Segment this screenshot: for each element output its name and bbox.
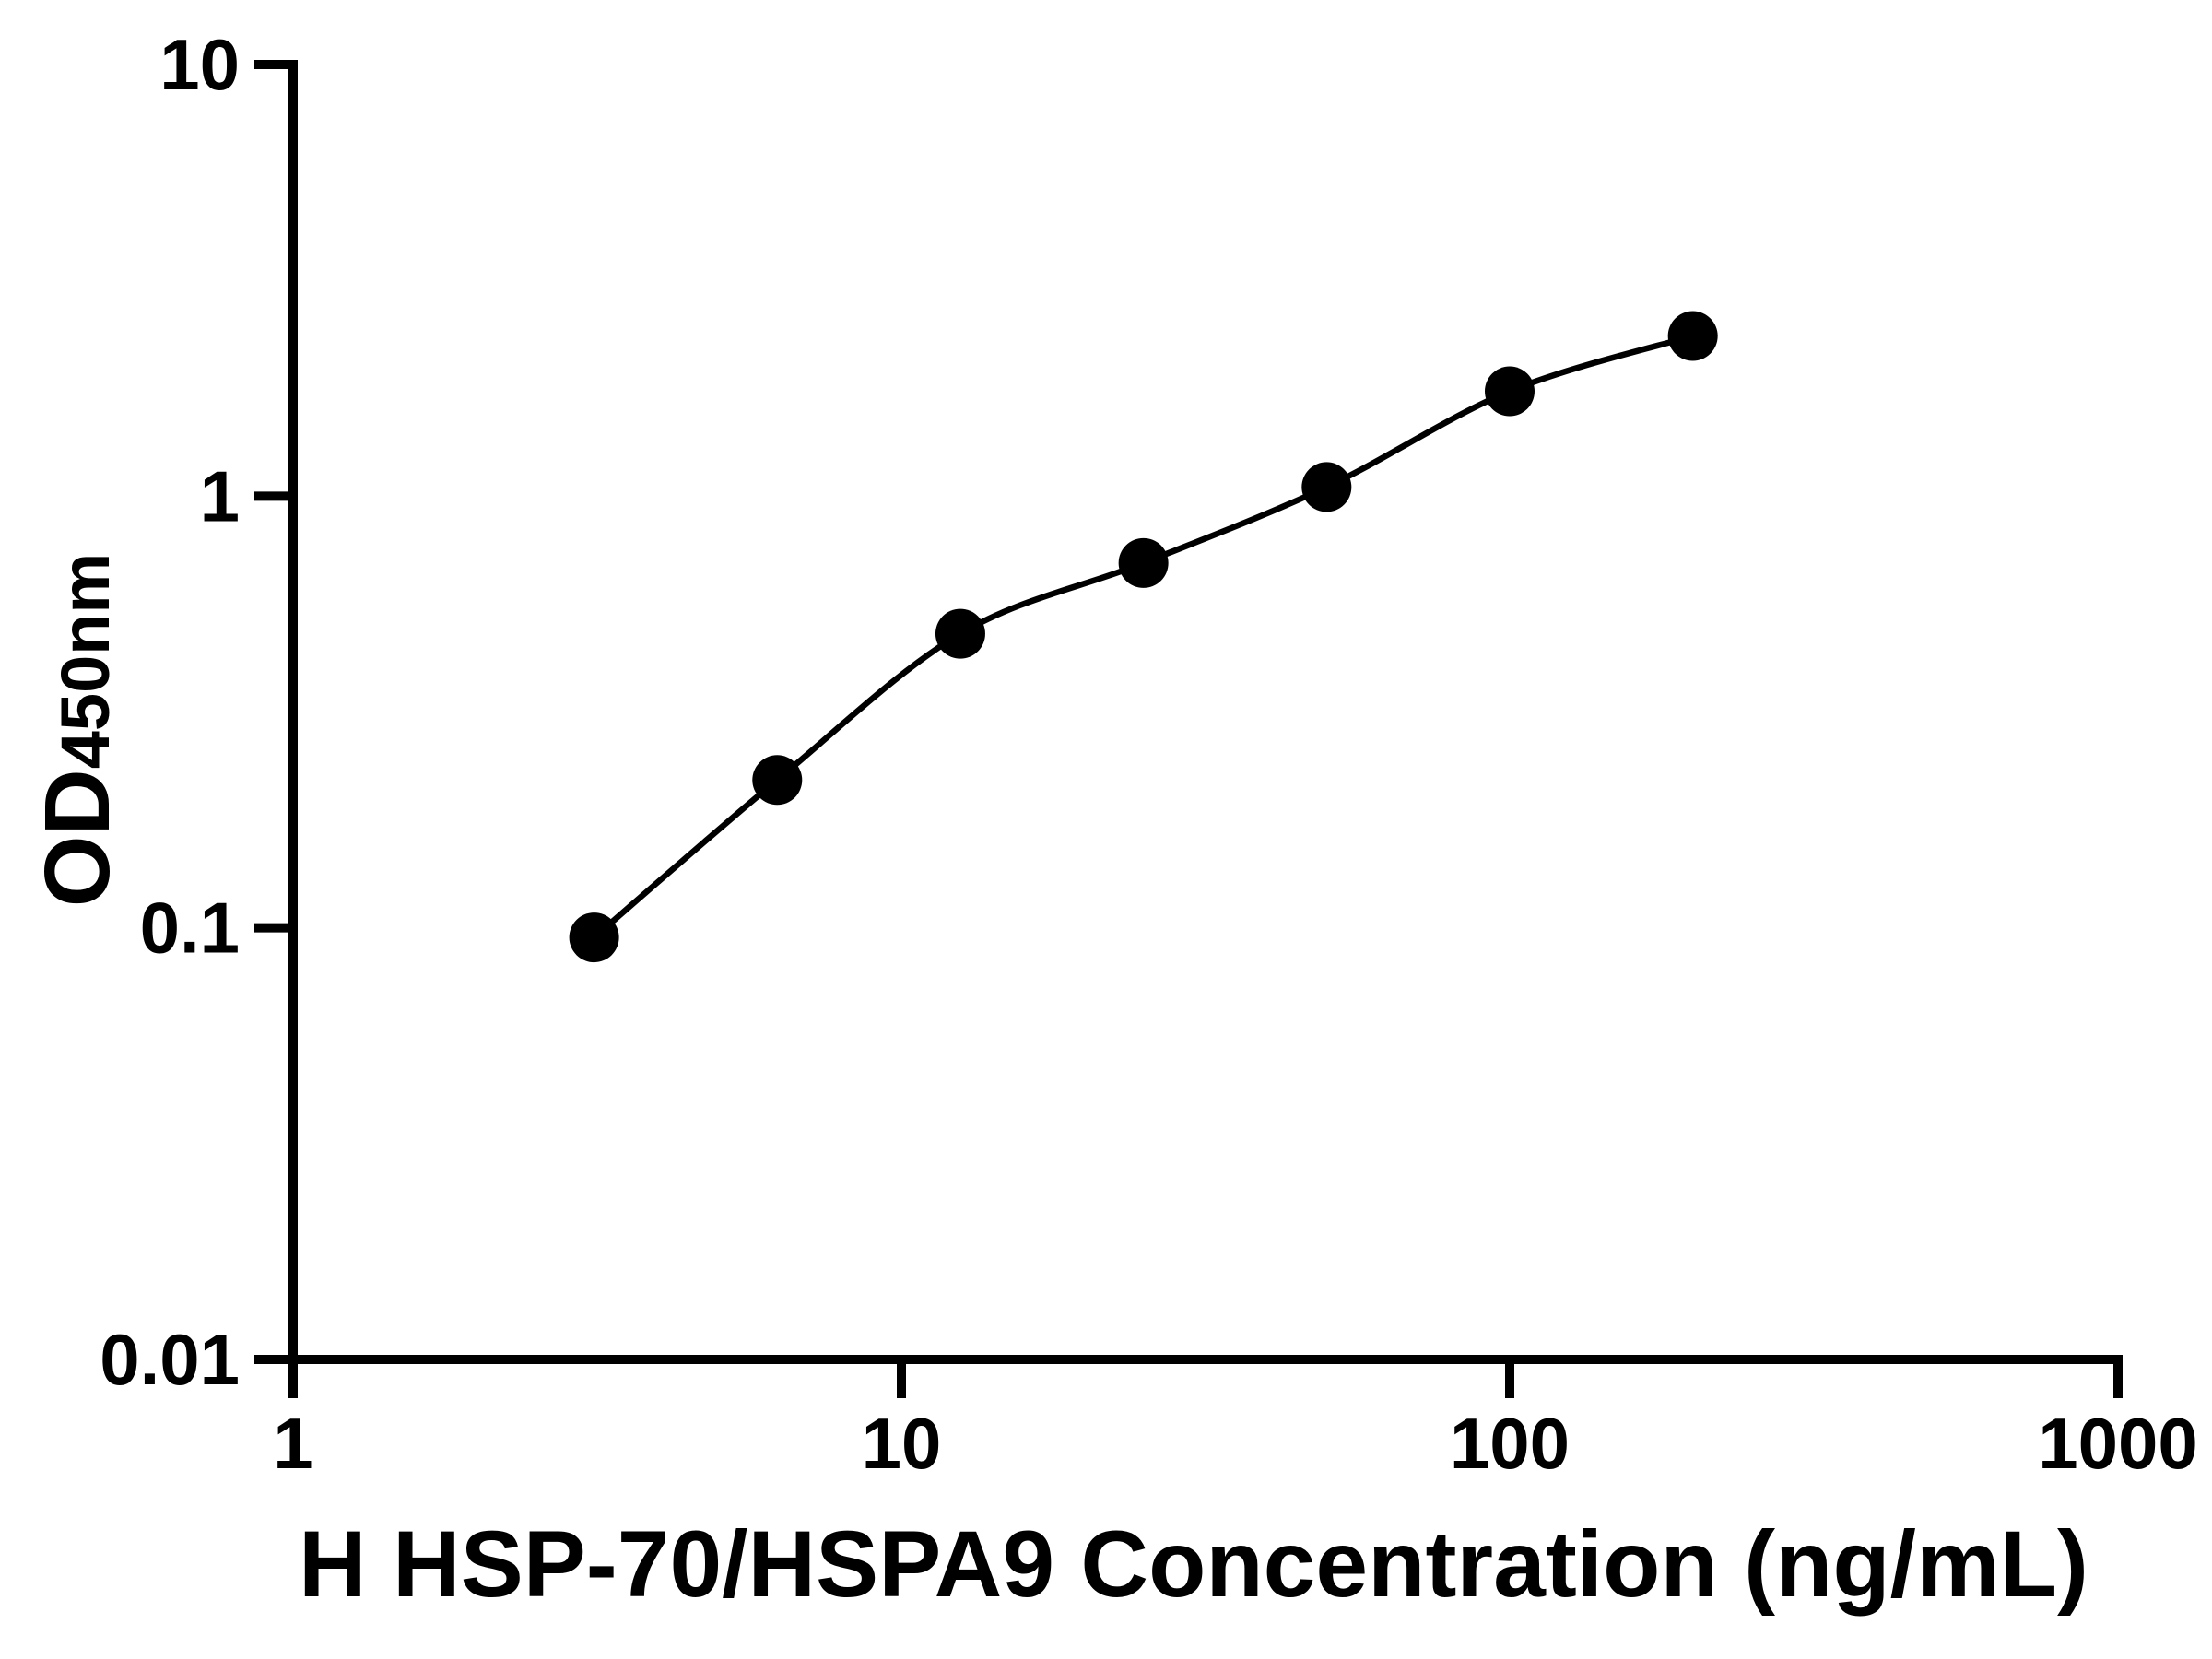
y-axis-title-main: OD <box>26 769 129 907</box>
y-tick-label: 0.01 <box>100 1319 240 1400</box>
x-tick-label: 1 <box>273 1403 312 1484</box>
x-tick-label: 10 <box>862 1403 942 1484</box>
data-point <box>935 608 985 659</box>
x-tick-label: 100 <box>1450 1403 1570 1484</box>
y-axis-title: OD450nm <box>26 553 129 907</box>
y-tick-label: 1 <box>200 455 240 536</box>
curve-path <box>592 333 1694 940</box>
data-point <box>1118 537 1169 588</box>
data-point <box>1301 462 1352 512</box>
plot-area: 1 10 100 1000 0.01 0.1 1 10 <box>100 24 2198 1484</box>
x-axis-title: H HSP-70/HSPA9 Concentration (ng/mL) <box>299 1512 2088 1617</box>
data-point <box>569 912 619 963</box>
y-axis-title-sub: 450nm <box>47 553 124 769</box>
x-tick-label: 1000 <box>2038 1403 2198 1484</box>
data-point <box>1485 366 1535 417</box>
y-tick-label: 0.1 <box>140 888 240 969</box>
data-point <box>752 755 803 806</box>
y-tick-label: 10 <box>159 24 240 105</box>
data-point <box>1667 311 1718 361</box>
